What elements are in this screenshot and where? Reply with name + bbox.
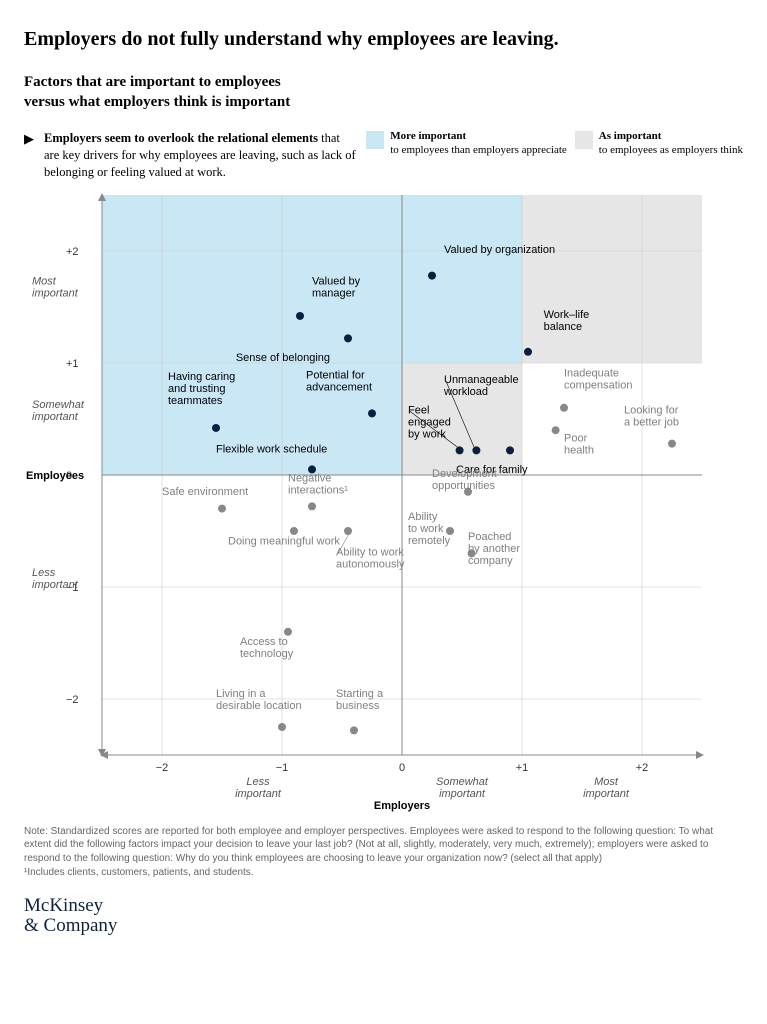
svg-text:Valued bymanager: Valued bymanager: [312, 275, 361, 299]
legend: More important to employees than employe…: [366, 130, 743, 158]
legend-b-title: As important: [599, 130, 743, 144]
page-title: Employers do not fully understand why em…: [24, 28, 743, 51]
intro-row: ▶ Employers seem to overlook the relatio…: [24, 130, 743, 181]
scatter-chart: −2−2−1−10+1+1+2+20MostimportantSomewhati…: [24, 189, 743, 815]
svg-text:Living in adesirable location: Living in adesirable location: [216, 687, 302, 711]
legend-text: As important to employees as employers t…: [599, 130, 743, 158]
subtitle-line-2: versus what employers think is important: [24, 94, 290, 110]
svg-text:Access totechnology: Access totechnology: [240, 636, 294, 660]
svg-text:Inadequatecompensation: Inadequatecompensation: [564, 367, 633, 391]
svg-text:Doing meaningful work: Doing meaningful work: [228, 535, 340, 547]
svg-text:Poorhealth: Poorhealth: [564, 432, 594, 456]
svg-text:Valued by organization: Valued by organization: [444, 244, 555, 256]
svg-text:Mostimportant: Mostimportant: [583, 776, 630, 800]
svg-text:Somewhatimportant: Somewhatimportant: [436, 776, 489, 800]
svg-text:Lessimportant: Lessimportant: [235, 776, 282, 800]
chart-note: Note: Standardized scores are reported f…: [24, 825, 743, 866]
legend-item-as-important: As important to employees as employers t…: [575, 130, 743, 158]
legend-item-more-important: More important to employees than employe…: [366, 130, 567, 158]
legend-a-title: More important: [390, 130, 567, 144]
svg-text:Sense of belonging: Sense of belonging: [236, 351, 330, 363]
svg-text:Flexible work schedule: Flexible work schedule: [216, 443, 327, 455]
svg-text:−1: −1: [276, 762, 289, 774]
intro-bold: Employers seem to overlook the relationa…: [44, 131, 318, 145]
legend-a-sub: to employees than employers appreciate: [390, 144, 567, 156]
svg-text:Ability to workautonomously: Ability to workautonomously: [336, 546, 405, 570]
legend-swatch-gray: [575, 131, 593, 149]
legend-swatch-blue: [366, 131, 384, 149]
subtitle-line-1: Factors that are important to employees: [24, 74, 281, 90]
svg-text:Developmentopportunities: Developmentopportunities: [432, 468, 497, 492]
brand-line-2: & Company: [24, 915, 117, 936]
intro-text: Employers seem to overlook the relationa…: [44, 130, 356, 181]
svg-text:−2: −2: [156, 762, 169, 774]
legend-b-sub: to employees as employers think: [599, 144, 743, 156]
svg-text:Lessimportant: Lessimportant: [32, 566, 79, 590]
chart-footnote: ¹Includes clients, customers, patients, …: [24, 867, 743, 878]
brand-line-1: McKinsey: [24, 895, 103, 916]
svg-text:Looking fora better job: Looking fora better job: [624, 404, 679, 428]
mckinsey-logo: McKinsey & Company: [24, 896, 743, 936]
svg-text:0: 0: [399, 762, 405, 774]
svg-text:−2: −2: [66, 694, 79, 706]
svg-text:Poachedby anothercompany: Poachedby anothercompany: [468, 531, 520, 567]
svg-text:+2: +2: [636, 762, 649, 774]
legend-text: More important to employees than employe…: [390, 130, 567, 158]
chart-svg: −2−2−1−10+1+1+2+20MostimportantSomewhati…: [24, 189, 712, 815]
svg-text:Abilityto workremotely: Abilityto workremotely: [408, 510, 451, 546]
svg-text:Employees: Employees: [26, 470, 84, 482]
svg-text:Negativeinteractions¹: Negativeinteractions¹: [288, 472, 348, 496]
svg-text:Mostimportant: Mostimportant: [32, 275, 79, 299]
svg-text:+2: +2: [66, 246, 79, 258]
svg-text:+1: +1: [516, 762, 529, 774]
subtitle: Factors that are important to employees …: [24, 73, 743, 112]
svg-text:Employers: Employers: [374, 800, 430, 812]
svg-text:Potential foradvancement: Potential foradvancement: [306, 369, 372, 393]
triangle-bullet-icon: ▶: [24, 131, 34, 147]
svg-text:Safe environment: Safe environment: [162, 486, 248, 498]
svg-text:Somewhatimportant: Somewhatimportant: [32, 398, 85, 422]
svg-text:Starting abusiness: Starting abusiness: [336, 687, 384, 711]
svg-text:+1: +1: [66, 358, 79, 370]
